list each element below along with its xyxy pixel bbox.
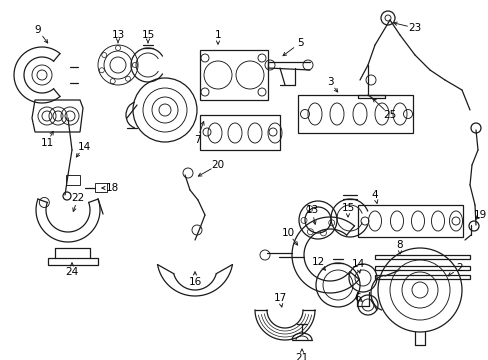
Text: 22: 22	[71, 193, 84, 203]
Text: 21: 21	[295, 353, 308, 360]
Text: 7: 7	[193, 135, 200, 145]
Text: 15: 15	[141, 30, 154, 40]
Text: 2: 2	[456, 263, 462, 273]
Text: 20: 20	[211, 160, 224, 170]
Text: 12: 12	[311, 257, 324, 267]
Text: 1: 1	[214, 30, 221, 40]
Text: 10: 10	[281, 228, 294, 238]
Text: 5: 5	[296, 38, 303, 48]
Bar	[66, 175, 80, 185]
Text: 17: 17	[273, 293, 286, 303]
Text: 24: 24	[65, 267, 79, 277]
Text: 19: 19	[472, 210, 486, 220]
Text: 18: 18	[105, 183, 119, 193]
Text: 15: 15	[341, 203, 354, 213]
Text: 4: 4	[371, 190, 378, 200]
Text: 14: 14	[351, 259, 364, 269]
Text: 13: 13	[111, 30, 124, 40]
Text: 3: 3	[326, 77, 333, 87]
Text: 25: 25	[383, 110, 396, 120]
Text: 13: 13	[305, 205, 318, 215]
Text: 16: 16	[188, 277, 201, 287]
Bar	[95, 183, 107, 192]
Text: 11: 11	[41, 138, 54, 148]
Text: 8: 8	[396, 240, 403, 250]
Text: 6: 6	[354, 293, 361, 303]
Text: 9: 9	[35, 25, 41, 35]
Text: 23: 23	[407, 23, 421, 33]
Text: 14: 14	[77, 142, 90, 152]
